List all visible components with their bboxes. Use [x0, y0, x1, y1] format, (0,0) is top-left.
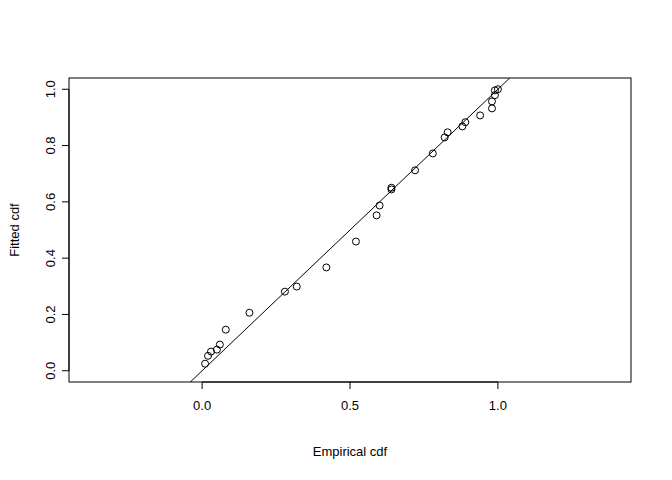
y-tick: [62, 145, 69, 146]
y-axis-line: [69, 89, 70, 370]
point: [488, 105, 495, 112]
background: [0, 0, 672, 480]
x-tick-label: 0.0: [193, 398, 211, 413]
point: [429, 150, 436, 157]
plot-area: [69, 78, 631, 382]
point: [477, 112, 484, 119]
x-tick-label: 1.0: [489, 398, 507, 413]
x-tick-label: 0.5: [341, 398, 359, 413]
point: [202, 360, 209, 367]
y-tick: [62, 89, 69, 90]
x-tick: [350, 382, 351, 389]
y-tick-label: 0.2: [43, 305, 58, 323]
y-tick: [62, 258, 69, 259]
point: [281, 288, 288, 295]
point: [352, 238, 359, 245]
point: [444, 129, 451, 136]
y-tick-label: 0.8: [43, 137, 58, 155]
x-axis-label: Empirical cdf: [313, 444, 388, 459]
x-axis-line: [202, 382, 498, 383]
y-tick: [62, 314, 69, 315]
point: [293, 283, 300, 290]
y-tick-label: 1.0: [43, 80, 58, 98]
point: [388, 186, 395, 193]
point: [494, 86, 501, 93]
point: [246, 309, 253, 316]
point: [222, 326, 229, 333]
y-axis-label: Fitted cdf: [7, 203, 22, 257]
x-tick: [497, 382, 498, 389]
point: [376, 202, 383, 209]
point: [373, 212, 380, 219]
y-tick-label: 0.4: [43, 249, 58, 267]
y-tick-label: 0.0: [43, 362, 58, 380]
point: [462, 119, 469, 126]
chart: 0.0 0.5 1.0 0.0 0.2 0.4 0.6 0.8 1.0 Empirical cdf…: [0, 0, 672, 480]
point: [388, 184, 395, 191]
y-tick-label: 0.6: [43, 193, 58, 211]
y-tick: [62, 370, 69, 371]
y-tick: [62, 201, 69, 202]
reference-line: [69, 78, 631, 382]
point: [323, 264, 330, 271]
x-tick: [202, 382, 203, 389]
point: [412, 167, 419, 174]
point: [216, 341, 223, 348]
